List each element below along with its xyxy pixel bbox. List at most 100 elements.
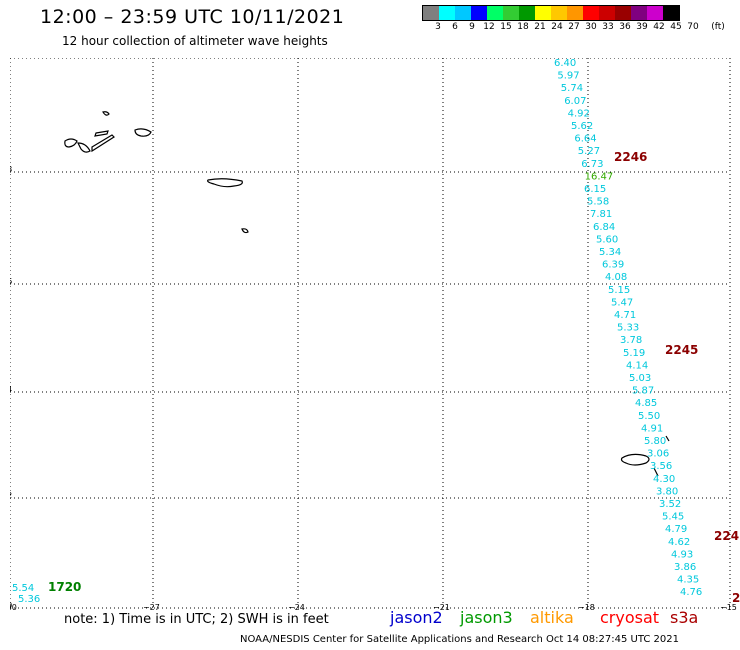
lon-label: −18 — [578, 603, 595, 610]
wave-height-value: 5.62 — [571, 121, 593, 132]
lon-label: −27 — [143, 603, 160, 610]
wave-height-value: 6.39 — [602, 260, 624, 271]
wave-height-value: 7.81 — [590, 209, 612, 220]
wave-height-value: 5.58 — [587, 197, 609, 208]
color-swatch — [471, 6, 487, 20]
lat-label: 40 — [10, 58, 12, 60]
color-swatch — [551, 6, 567, 20]
wave-height-value: 16.47 — [585, 171, 614, 182]
lon-label: −30 — [10, 603, 17, 610]
wave-height-value: 6.15 — [584, 184, 606, 195]
color-scale-label: 3 — [435, 22, 441, 32]
color-swatch — [567, 6, 583, 20]
wave-height-value: 3.06 — [647, 449, 669, 460]
wave-height-value: 6.07 — [564, 96, 586, 107]
lon-label: −15 — [720, 603, 737, 610]
pass-time-label: 2 — [732, 591, 740, 605]
color-swatch — [535, 6, 551, 20]
wave-height-value: 5.19 — [623, 348, 645, 359]
wave-height-value: 5.97 — [557, 71, 579, 82]
lat-label: 34 — [10, 385, 12, 394]
color-scale-label: 33 — [602, 22, 614, 32]
color-scale-label: 6 — [452, 22, 458, 32]
color-scale-labels: 3 6 9 12 15 18 21 24 27 30 33 36 39 42 45 70 (ft) — [422, 21, 725, 33]
island-outline — [665, 435, 670, 442]
color-swatch — [583, 6, 599, 20]
pass-time-label: 1720 — [48, 580, 81, 594]
wave-height-value: 5.34 — [599, 247, 621, 258]
wave-height-value: 3.56 — [650, 461, 672, 472]
pass-time-label: 224 — [714, 529, 739, 543]
wave-height-value: 4.35 — [677, 575, 699, 586]
satellite-legend-item: altika — [530, 608, 574, 627]
wave-height-value: 4.71 — [614, 310, 636, 321]
color-swatch — [599, 6, 615, 20]
wave-height-value: 4.14 — [626, 360, 648, 371]
color-scale-legend: 3 6 9 12 15 18 21 24 27 30 33 36 39 42 45 70 (ft) — [422, 5, 725, 33]
color-swatch — [423, 6, 439, 20]
color-swatch — [487, 6, 503, 20]
pass-time-label: 2245 — [665, 343, 698, 357]
wave-height-value: 3.80 — [656, 486, 678, 497]
units-note: note: 1) Time is in UTC; 2) SWH is in fe… — [64, 612, 329, 627]
wave-height-value: 4.91 — [641, 423, 663, 434]
wave-height-value: 5.36 — [18, 594, 40, 605]
wave-height-value: 4.79 — [665, 524, 687, 535]
pass-time-label: 2246 — [614, 150, 647, 164]
color-scale-label: 42 — [653, 22, 665, 32]
color-swatch — [663, 6, 679, 20]
lat-label: 32 — [10, 491, 12, 500]
satellite-legend-item: s3a — [670, 608, 699, 627]
wave-height-value: 4.76 — [680, 587, 702, 598]
satellite-legend-item: cryosat — [600, 608, 660, 627]
island-outline — [102, 111, 110, 116]
wave-height-value: 5.03 — [629, 373, 651, 384]
island-outline — [653, 467, 659, 477]
color-scale-label: 45 — [670, 22, 682, 32]
color-scale-unit: (ft) — [711, 22, 725, 32]
wave-height-value: 5.74 — [561, 83, 583, 94]
island-outline — [241, 228, 249, 234]
wave-height-value: 3.78 — [620, 335, 642, 346]
wave-height-value: 3.86 — [674, 562, 696, 573]
island-outline — [207, 178, 243, 188]
color-swatch — [519, 6, 535, 20]
color-scale-label: 27 — [568, 22, 580, 32]
color-scale-swatches — [422, 5, 680, 21]
color-swatch — [439, 6, 455, 20]
wave-height-value: 6.64 — [574, 134, 596, 145]
color-scale-label: 70 — [687, 22, 699, 32]
color-scale-label: 21 — [534, 22, 546, 32]
island-outline — [64, 138, 78, 148]
wave-height-value: 5.80 — [644, 436, 666, 447]
wave-height-value: 4.30 — [653, 474, 675, 485]
island-outline — [94, 130, 109, 137]
wave-height-value: 5.47 — [611, 297, 633, 308]
wave-height-value: 5.50 — [638, 411, 660, 422]
wave-height-value: 5.54 — [12, 583, 34, 594]
color-scale-label: 18 — [517, 22, 529, 32]
wave-height-value: 5.15 — [608, 285, 630, 296]
lat-label: 38 — [10, 165, 12, 174]
footer-credit: NOAA/NESDIS Center for Satellite Applica… — [240, 634, 679, 645]
color-scale-label: 39 — [636, 22, 648, 32]
wave-height-value: 4.93 — [671, 549, 693, 560]
wave-height-value: 5.45 — [662, 512, 684, 523]
wave-height-value: 5.60 — [596, 234, 618, 245]
color-swatch — [615, 6, 631, 20]
island-outline — [77, 142, 91, 153]
color-scale-label: 15 — [500, 22, 512, 32]
wave-height-value: 5.33 — [617, 323, 639, 334]
color-swatch — [631, 6, 647, 20]
island-outline — [620, 453, 650, 466]
wave-height-value: 6.73 — [581, 159, 603, 170]
wave-height-value: 6.84 — [593, 222, 615, 233]
wave-height-value: 3.52 — [659, 499, 681, 510]
island-outline — [134, 128, 152, 137]
map-canvas: 6.40 5.975.74 6.074.92 5.62 6.645.27 6.7316.4… — [0, 51, 740, 612]
lon-label: −21 — [433, 603, 450, 610]
island-outline — [91, 134, 115, 153]
lon-label: −24 — [288, 603, 305, 610]
page-title: 12:00 – 23:59 UTC 10/11/2021 — [40, 6, 345, 28]
color-swatch — [503, 6, 519, 20]
